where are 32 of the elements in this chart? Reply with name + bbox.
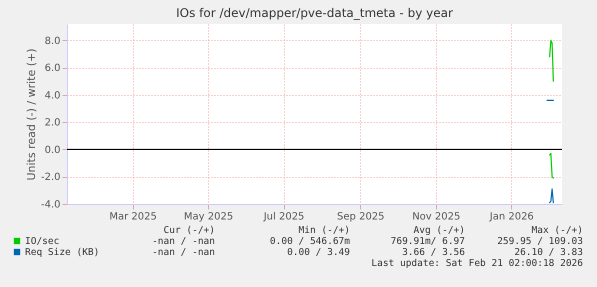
text: Last update: Sat Feb 21 02:00:18 2026 — [371, 258, 584, 269]
y-tick-label: 2.0 — [44, 118, 60, 129]
x-tick-label: Jul 2025 — [262, 212, 304, 222]
y-tick-label: 8.0 — [44, 36, 60, 47]
text: 0.00 / 546.67m — [270, 236, 350, 247]
line-series — [549, 152, 554, 179]
y-tick-label: 0.0 — [44, 144, 60, 156]
legend-label: IO/sec — [25, 236, 60, 247]
text: 26.10 / 3.83 — [514, 247, 583, 258]
text: 0.00 / 3.49 — [287, 247, 350, 258]
x-tick-label: Mar 2025 — [109, 212, 157, 222]
chart-title: IOs for /dev/mapper/pve-data_tmeta - by year — [176, 6, 453, 20]
y-axis-title: Units read (-) / write (+) — [24, 48, 38, 181]
legend-label: Req Size (KB) — [25, 247, 100, 258]
text: -nan / -nan — [152, 247, 215, 258]
y-tick-label: 4.0 — [44, 90, 60, 102]
text: 3.66 / 3.56 — [402, 247, 466, 258]
x-tick-label: Jan 2026 — [488, 212, 534, 222]
text: 259.95 / 109.03 — [497, 236, 583, 247]
x-tick-label: Nov 2025 — [412, 212, 460, 222]
text: -nan / -nan — [152, 236, 215, 247]
y-tick-label: -4.0 — [40, 200, 60, 210]
line-series — [549, 40, 554, 82]
x-tick-label: Sep 2025 — [337, 212, 385, 222]
text: Avg (-/+) — [414, 225, 465, 236]
y-tick-label: -2.0 — [40, 172, 60, 184]
text: Max (-/+) — [532, 225, 583, 236]
text: Min (-/+) — [298, 225, 350, 236]
x-tick-label: May 2025 — [184, 212, 234, 222]
y-tick-label: 6.0 — [44, 63, 60, 74]
text: 769.91m/ 6.97 — [390, 236, 465, 247]
text: Cur (-/+) — [164, 225, 215, 236]
